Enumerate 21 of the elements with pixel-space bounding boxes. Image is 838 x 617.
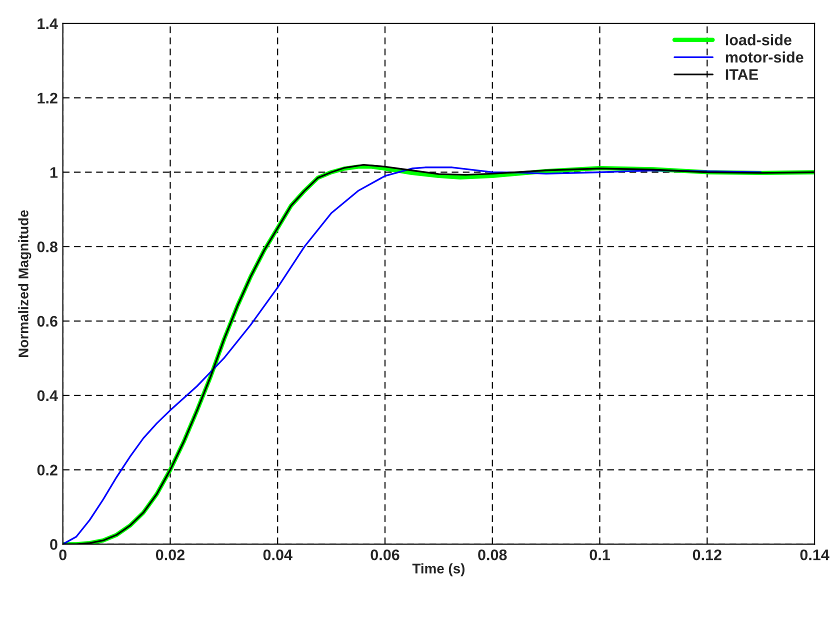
y-tick-label: 1.4 xyxy=(38,18,58,29)
x-tick-label: 0.14 xyxy=(800,549,830,560)
x-tick-label: 0.06 xyxy=(370,549,400,560)
x-tick-label: 0.1 xyxy=(590,549,610,560)
x-tick-label: 0.04 xyxy=(263,549,292,560)
x-tick-label: 0.12 xyxy=(692,549,722,560)
y-tick-label: 1.2 xyxy=(38,92,58,104)
y-tick-label: 1 xyxy=(50,167,58,178)
y-tick-label: 0.2 xyxy=(37,464,58,476)
x-axis-title: Time (s) xyxy=(412,563,465,576)
x-tick-label: 0.08 xyxy=(478,549,507,560)
y-tick-label: 0.8 xyxy=(37,241,58,252)
legend-label: motor-side xyxy=(726,51,804,63)
y-tick-label: 0.4 xyxy=(37,390,58,402)
y-tick-label: 0 xyxy=(50,539,58,550)
legend-label: load-side xyxy=(726,34,792,46)
legend-label: ITAE xyxy=(726,69,758,80)
y-tick-label: 0.6 xyxy=(37,316,58,327)
x-tick-label: 0.02 xyxy=(156,549,184,560)
x-tick-label: 0 xyxy=(59,549,66,560)
y-axis-title: Normalized Magnitude xyxy=(18,210,32,357)
